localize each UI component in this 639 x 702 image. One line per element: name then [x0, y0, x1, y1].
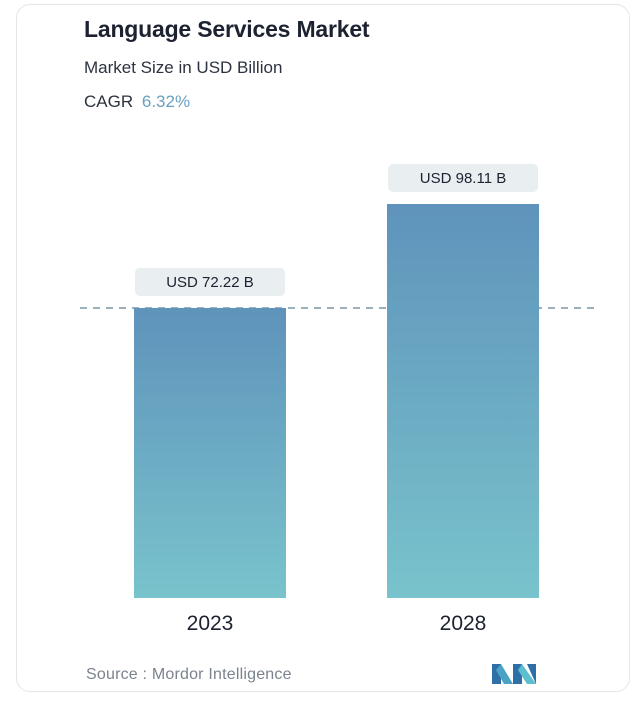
- value-label-bg-2023: [135, 267, 285, 296]
- mordor-intelligence-logo-icon: [492, 664, 536, 684]
- chart-title: Language Services Market: [84, 16, 370, 42]
- source-text: Source : Mordor Intelligence: [86, 666, 292, 683]
- cagr-label: CAGR: [84, 92, 134, 111]
- x-tick-2028: 2028: [440, 612, 487, 635]
- value-label-bg-2028: [388, 164, 538, 192]
- bar-2023: [134, 307, 286, 598]
- value-label-2023: USD 72.22 B: [166, 274, 254, 291]
- bar-2028: [387, 204, 539, 598]
- value-label-2028: USD 98.11 B: [420, 170, 506, 187]
- chart-subtitle: Market Size in USD Billion: [84, 58, 283, 77]
- cagr-value: 6.32%: [141, 92, 191, 111]
- x-tick-2023: 2023: [187, 612, 234, 635]
- cagr-line: CAGR 6.32%: [84, 92, 190, 112]
